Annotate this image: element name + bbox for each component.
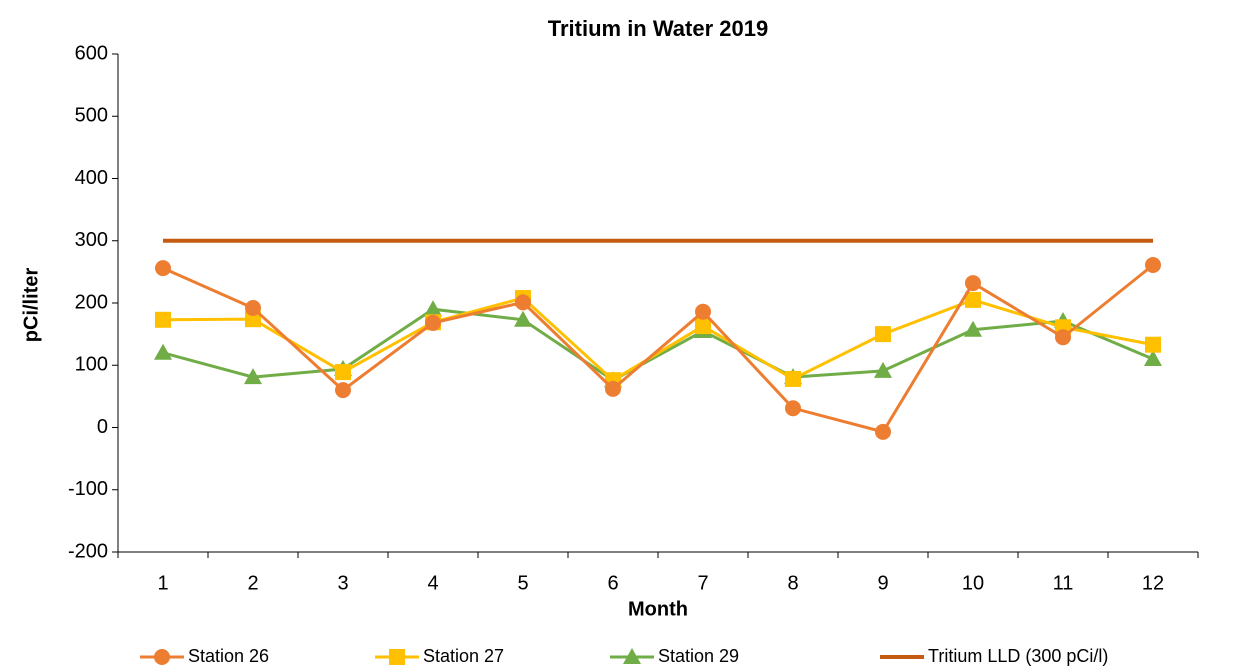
legend-marker (623, 648, 641, 664)
point (785, 400, 801, 417)
point (514, 310, 532, 327)
series-line (162, 263, 1154, 434)
point (695, 318, 711, 335)
point (605, 380, 621, 397)
y-axis-label: pCi/liter (20, 268, 42, 343)
point (965, 275, 981, 292)
point (874, 361, 892, 378)
legend-marker (154, 649, 170, 665)
y-tick-label: 200 (75, 291, 108, 313)
point (244, 368, 262, 385)
y-tick-label: -200 (68, 540, 108, 562)
legend-label: Station 29 (658, 646, 739, 666)
x-tick-label: 8 (787, 572, 798, 594)
point (155, 311, 171, 328)
point (875, 423, 891, 440)
legend-label: Tritium LLD (300 pCi/l) (928, 646, 1108, 666)
point (154, 343, 172, 360)
x-tick-label: 3 (337, 572, 348, 594)
point (1055, 329, 1071, 346)
legend-marker (389, 649, 405, 665)
point (335, 364, 351, 381)
point (1145, 257, 1161, 274)
point (785, 370, 801, 387)
y-tick-label: 300 (75, 229, 108, 251)
x-tick-label: 5 (517, 572, 528, 594)
point (1145, 336, 1161, 353)
x-axis-label: Month (628, 598, 688, 620)
point (1144, 350, 1162, 367)
point (425, 314, 441, 331)
point (155, 260, 171, 277)
x-tick-label: 10 (962, 572, 984, 594)
point (515, 294, 531, 311)
point (245, 311, 261, 328)
y-tick-label: 600 (75, 42, 108, 64)
series-line (162, 296, 1154, 383)
x-tick-label: 4 (427, 572, 438, 594)
x-tick-label: 12 (1142, 572, 1164, 594)
point (335, 382, 351, 399)
x-tick-label: 6 (607, 572, 618, 594)
point (695, 303, 711, 320)
point (875, 326, 891, 343)
legend-label: Station 27 (423, 646, 504, 666)
point (424, 300, 442, 317)
x-tick-label: 1 (157, 572, 168, 594)
x-tick-label: 7 (697, 572, 708, 594)
chart-title: Tritium in Water 2019 (548, 16, 768, 41)
x-tick-label: 11 (1053, 572, 1074, 594)
point (245, 299, 261, 316)
y-tick-label: 400 (75, 167, 108, 189)
x-tick-label: 9 (877, 572, 888, 594)
y-tick-label: 100 (75, 354, 108, 376)
legend-label: Station 26 (188, 646, 269, 666)
series-line (162, 307, 1154, 382)
point (965, 291, 981, 308)
y-tick-label: 0 (97, 416, 108, 438)
y-tick-label: -100 (68, 478, 108, 500)
y-tick-label: 500 (75, 105, 108, 127)
point (964, 320, 982, 337)
x-tick-label: 2 (247, 572, 258, 594)
